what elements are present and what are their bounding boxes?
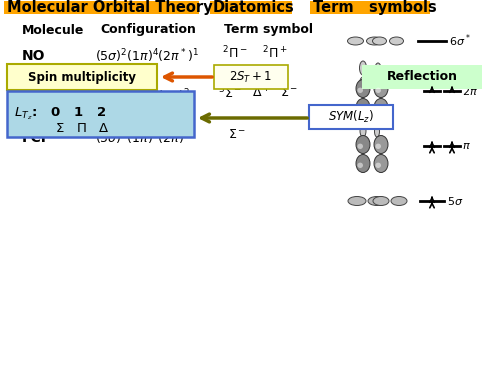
Ellipse shape <box>358 163 363 168</box>
Ellipse shape <box>374 154 388 173</box>
Ellipse shape <box>374 80 388 98</box>
Ellipse shape <box>391 196 407 205</box>
Text: Spin multiplicity: Spin multiplicity <box>28 71 136 83</box>
Text: Configuration: Configuration <box>100 24 196 37</box>
Ellipse shape <box>376 144 381 149</box>
Text: Term   symbols: Term symbols <box>313 0 437 15</box>
Text: $^3\Sigma^-$: $^3\Sigma^-$ <box>218 85 242 101</box>
Text: $SYM(L_z)$: $SYM(L_z)$ <box>328 109 374 125</box>
Ellipse shape <box>360 125 366 137</box>
Text: SO: SO <box>22 89 44 103</box>
Ellipse shape <box>374 139 380 150</box>
Ellipse shape <box>376 163 381 168</box>
Ellipse shape <box>390 37 404 45</box>
Ellipse shape <box>348 196 366 205</box>
Ellipse shape <box>374 126 380 137</box>
Text: $\Sigma^-$: $\Sigma^-$ <box>228 129 246 142</box>
Text: $6\sigma^*$: $6\sigma^*$ <box>449 33 471 49</box>
FancyBboxPatch shape <box>210 1 292 14</box>
Ellipse shape <box>360 61 366 75</box>
Ellipse shape <box>372 37 386 45</box>
Ellipse shape <box>356 98 370 117</box>
Ellipse shape <box>356 80 370 98</box>
Text: $(5\sigma)^2(1\pi)^4(2\pi^*)^1$: $(5\sigma)^2(1\pi)^4(2\pi^*)^1$ <box>95 47 198 65</box>
Text: FCI: FCI <box>22 131 47 145</box>
Ellipse shape <box>356 135 370 154</box>
Text: $2\pi$: $2\pi$ <box>462 85 478 97</box>
Text: Molecular Orbital Theory: Molecular Orbital Theory <box>7 0 212 15</box>
Ellipse shape <box>376 88 381 93</box>
Ellipse shape <box>368 196 386 205</box>
Ellipse shape <box>360 77 366 91</box>
FancyBboxPatch shape <box>362 65 482 89</box>
Text: Molecule: Molecule <box>22 24 84 37</box>
Ellipse shape <box>360 139 366 151</box>
Text: Reflection: Reflection <box>386 71 458 83</box>
Ellipse shape <box>366 37 382 45</box>
Ellipse shape <box>348 37 364 45</box>
FancyBboxPatch shape <box>7 64 157 90</box>
Text: $^2\Pi^-$: $^2\Pi^-$ <box>222 45 248 61</box>
Text: $L_{T_z}$:   0   1   2: $L_{T_z}$: 0 1 2 <box>14 106 106 122</box>
Text: $\Sigma$   $\Pi$   $\Delta$: $\Sigma$ $\Pi$ $\Delta$ <box>55 122 110 134</box>
Ellipse shape <box>376 107 381 112</box>
Text: Diatomics: Diatomics <box>213 0 295 15</box>
FancyBboxPatch shape <box>7 91 194 137</box>
Ellipse shape <box>373 196 389 205</box>
Text: $^2\Pi^+$: $^2\Pi^+$ <box>262 45 287 61</box>
Text: Term symbol: Term symbol <box>224 24 313 37</box>
Ellipse shape <box>358 144 363 149</box>
Ellipse shape <box>374 98 388 117</box>
Ellipse shape <box>374 135 388 154</box>
Text: $\Sigma^-$: $\Sigma^-$ <box>280 86 298 100</box>
Ellipse shape <box>358 88 363 93</box>
Text: $(5\sigma)^2(1\pi)^4(2\pi)^4$: $(5\sigma)^2(1\pi)^4(2\pi)^4$ <box>95 129 190 147</box>
Text: $(5\sigma)^2(1\pi)^4(2\pi)^2$: $(5\sigma)^2(1\pi)^4(2\pi)^2$ <box>95 87 190 105</box>
Ellipse shape <box>375 63 381 75</box>
Text: NO: NO <box>22 49 46 63</box>
Ellipse shape <box>375 77 381 89</box>
Text: $5\sigma$: $5\sigma$ <box>447 195 464 207</box>
FancyBboxPatch shape <box>214 65 288 89</box>
FancyBboxPatch shape <box>310 1 430 14</box>
Text: $2S_T +1$: $2S_T +1$ <box>230 69 272 85</box>
Text: $\pi$: $\pi$ <box>462 141 471 151</box>
Text: $\Delta^+$: $\Delta^+$ <box>252 85 271 101</box>
FancyBboxPatch shape <box>4 1 199 14</box>
Ellipse shape <box>356 154 370 173</box>
FancyBboxPatch shape <box>309 105 393 129</box>
Ellipse shape <box>358 107 363 112</box>
